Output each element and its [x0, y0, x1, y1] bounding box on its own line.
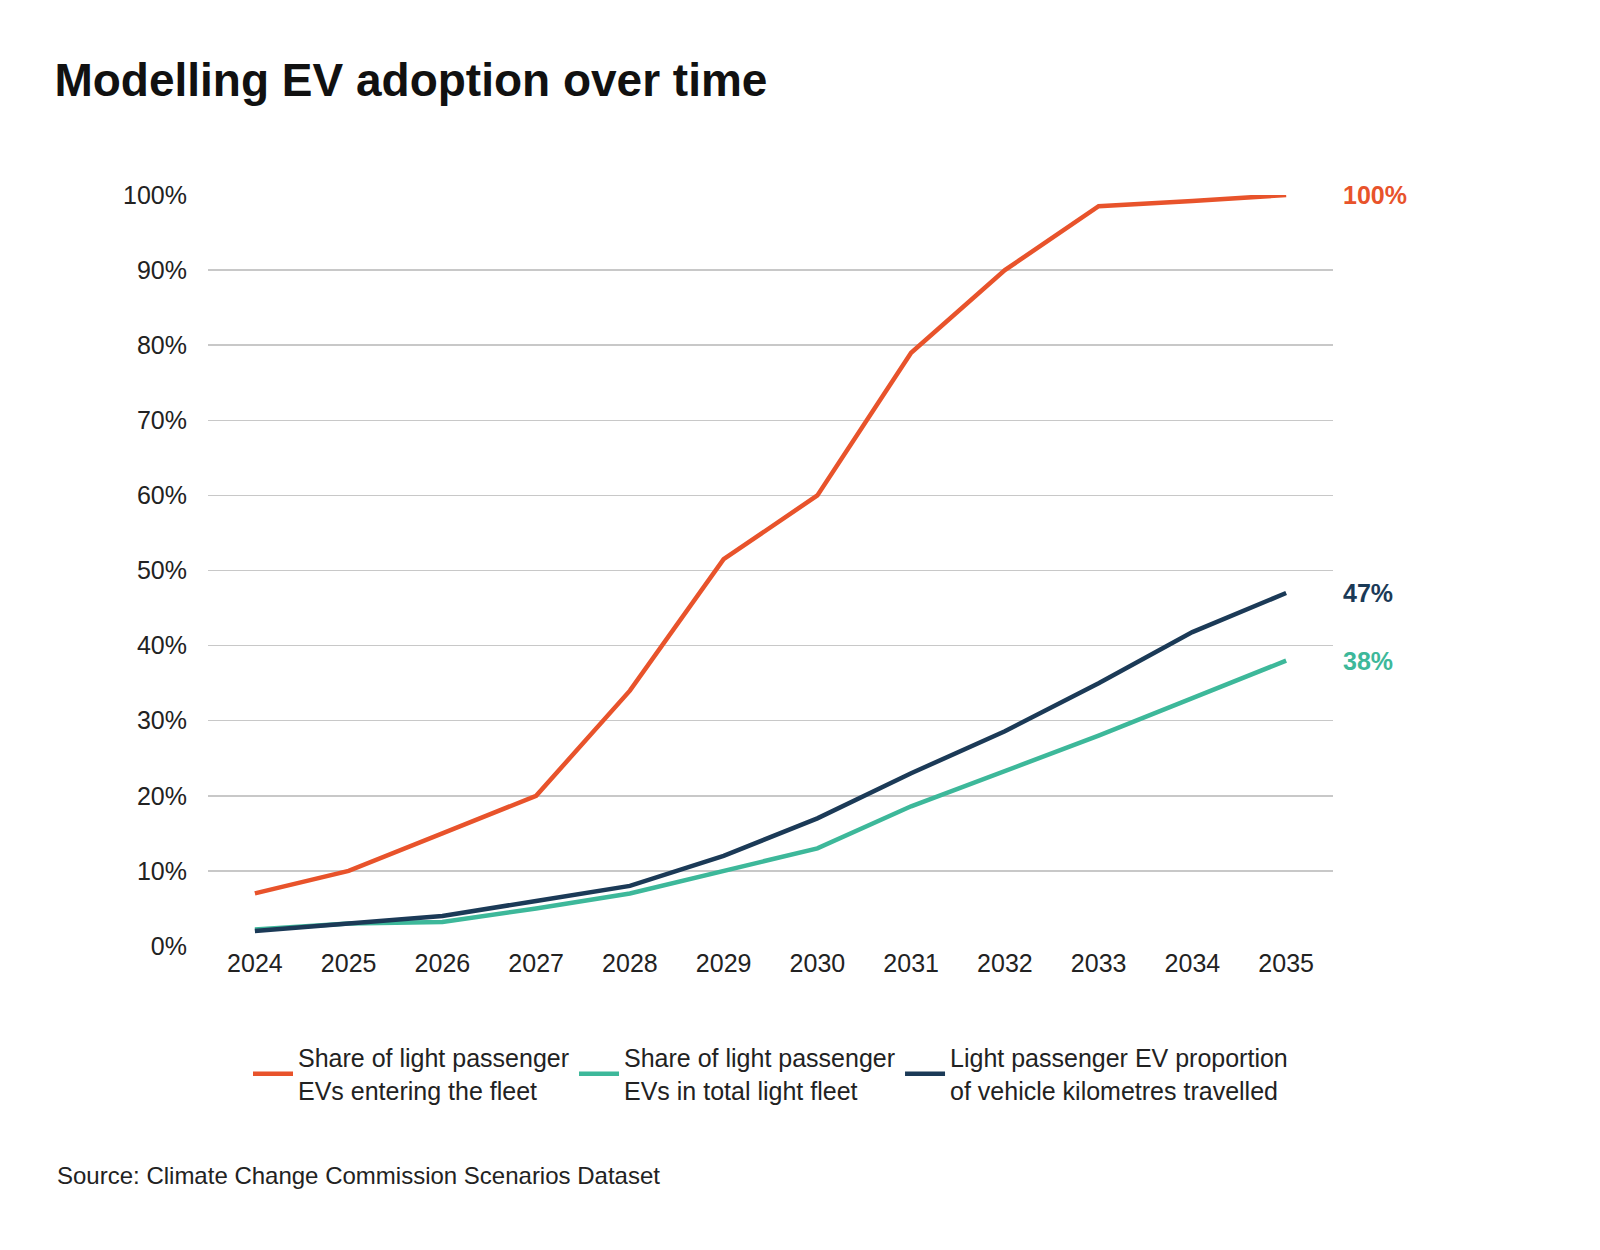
svg-text:20%: 20% [137, 782, 187, 810]
svg-text:60%: 60% [137, 481, 187, 509]
svg-text:2033: 2033 [1071, 949, 1127, 977]
svg-text:100%: 100% [123, 181, 187, 209]
svg-text:80%: 80% [137, 331, 187, 359]
svg-text:100%: 100% [1343, 181, 1407, 209]
svg-text:2029: 2029 [696, 949, 752, 977]
svg-text:2028: 2028 [602, 949, 658, 977]
svg-text:40%: 40% [137, 631, 187, 659]
svg-text:10%: 10% [137, 857, 187, 885]
svg-text:0%: 0% [151, 932, 187, 960]
svg-text:2035: 2035 [1258, 949, 1314, 977]
svg-text:2026: 2026 [415, 949, 471, 977]
svg-text:50%: 50% [137, 556, 187, 584]
svg-text:Modelling EV adoption over tim: Modelling EV adoption over time [54, 54, 767, 106]
svg-text:47%: 47% [1343, 579, 1393, 607]
svg-text:2032: 2032 [977, 949, 1033, 977]
svg-text:2030: 2030 [790, 949, 846, 977]
svg-text:38%: 38% [1343, 647, 1393, 675]
svg-text:2034: 2034 [1165, 949, 1221, 977]
svg-text:90%: 90% [137, 256, 187, 284]
svg-text:70%: 70% [137, 406, 187, 434]
svg-text:2025: 2025 [321, 949, 377, 977]
svg-text:2031: 2031 [883, 949, 939, 977]
svg-text:30%: 30% [137, 706, 187, 734]
svg-text:Light passenger EV proportiono: Light passenger EV proportionof vehicle … [950, 1044, 1288, 1105]
svg-text:Share of light passengerEVs en: Share of light passengerEVs entering the… [298, 1044, 569, 1105]
svg-text:Share of light passengerEVs in: Share of light passengerEVs in total lig… [624, 1044, 895, 1105]
svg-text:2027: 2027 [508, 949, 564, 977]
svg-text:Source: Climate Change Commiss: Source: Climate Change Commission Scenar… [57, 1162, 660, 1189]
svg-text:2024: 2024 [227, 949, 283, 977]
